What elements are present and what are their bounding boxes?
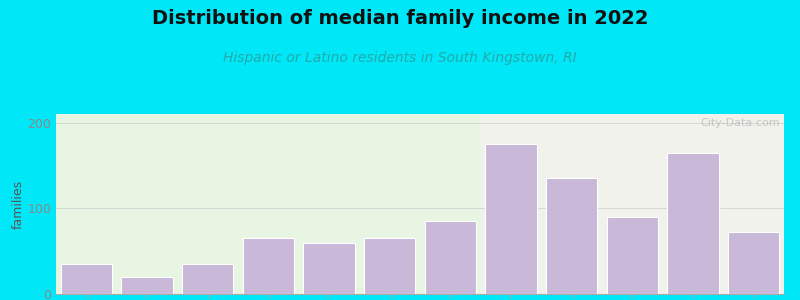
Text: Hispanic or Latino residents in South Kingstown, RI: Hispanic or Latino residents in South Ki…: [223, 51, 577, 65]
Bar: [606, 217, 658, 294]
Bar: [667, 153, 718, 294]
Bar: [481, 114, 784, 294]
Text: Distribution of median family income in 2022: Distribution of median family income in …: [152, 9, 648, 28]
Text: City-Data.com: City-Data.com: [701, 118, 780, 128]
Bar: [182, 264, 234, 294]
Bar: [61, 264, 112, 294]
Bar: [56, 114, 481, 294]
Bar: [425, 221, 476, 294]
Bar: [242, 238, 294, 294]
Bar: [486, 144, 537, 294]
Y-axis label: families: families: [11, 179, 25, 229]
Bar: [728, 232, 779, 294]
Bar: [122, 277, 173, 294]
Bar: [303, 243, 354, 294]
Bar: [546, 178, 598, 294]
Bar: [364, 238, 415, 294]
